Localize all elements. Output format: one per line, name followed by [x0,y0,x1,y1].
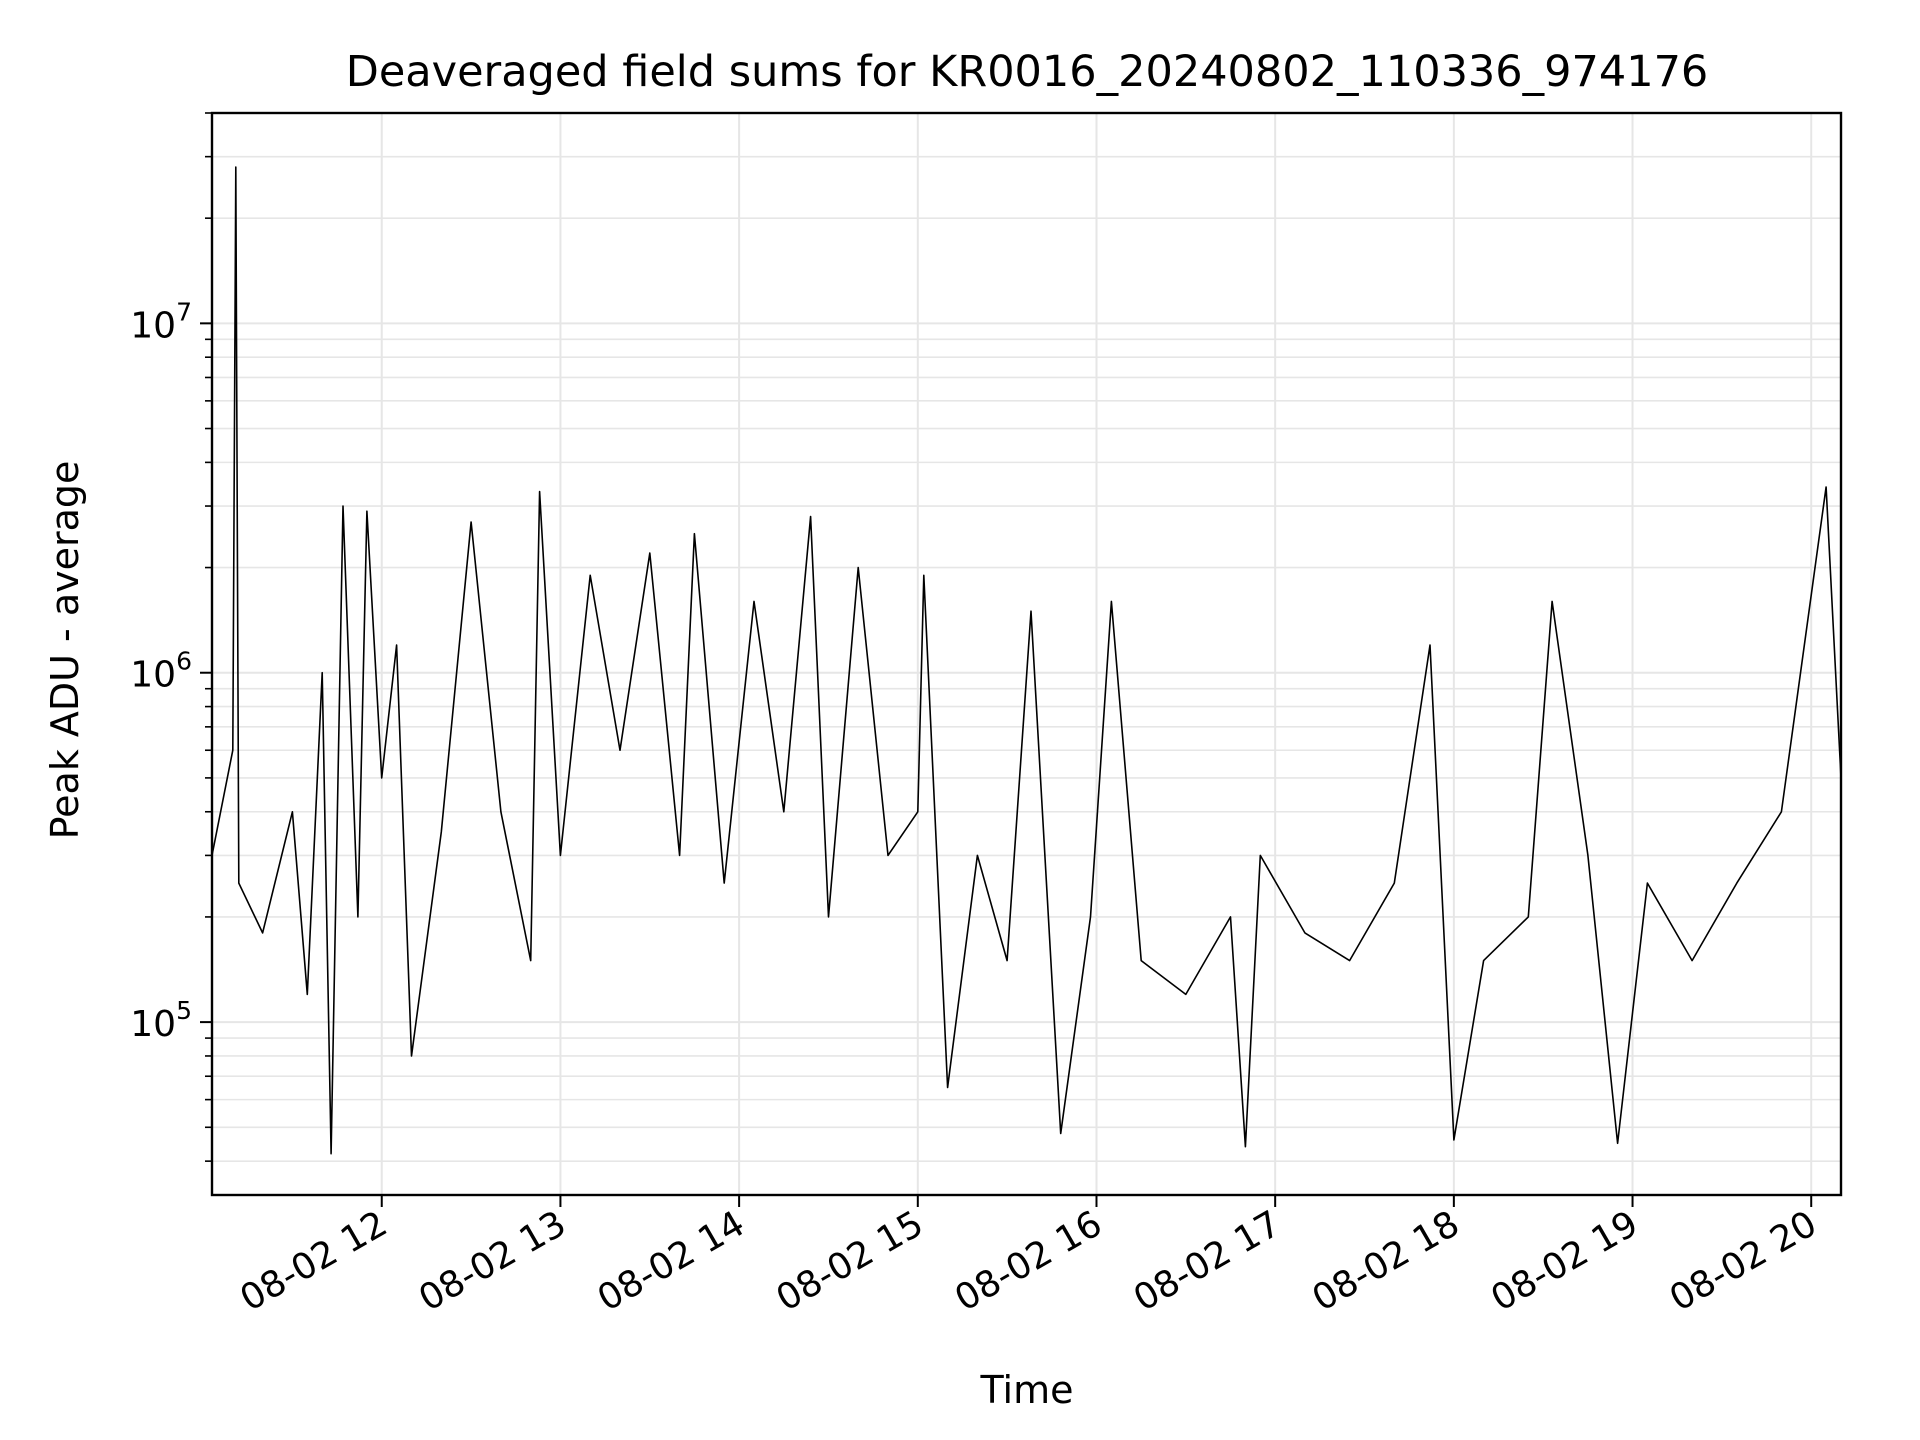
x-tick-label: 08-02 16 [948,1203,1109,1319]
x-tick-label: 08-02 15 [770,1203,931,1319]
x-tick-label: 08-02 19 [1484,1203,1645,1319]
y-axis-label: Peak ADU - average [43,461,87,840]
y-tick-label: 107 [130,297,192,346]
grid-lines [212,112,1841,1195]
x-axis-label: Time [980,1368,1074,1412]
y-tick-label: 106 [130,647,192,696]
x-tick-label: 08-02 20 [1663,1203,1824,1319]
series-line [211,166,1842,1155]
x-tick-label: 08-02 18 [1306,1203,1467,1319]
y-axis-ticks: 105 106 107 [130,112,212,1162]
x-tick-label: 08-02 17 [1127,1203,1288,1319]
plot-frame [210,111,1843,1197]
x-tick-label: 08-02 12 [234,1203,395,1319]
x-axis-ticks: 08-02 12 08-02 13 08-02 14 08-02 15 08-02 16… [234,1195,1824,1320]
y-tick-label: 105 [130,996,192,1045]
chart-title: Deaveraged field sums for KR0016_2024080… [346,47,1709,97]
x-tick-label: 08-02 14 [591,1203,752,1319]
x-tick-label: 08-02 13 [412,1203,573,1319]
series-line-group [211,166,1842,1155]
